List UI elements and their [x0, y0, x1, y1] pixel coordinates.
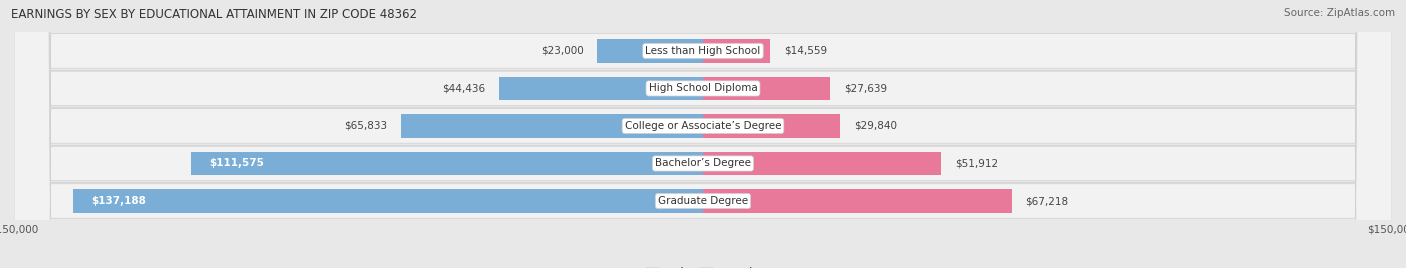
FancyBboxPatch shape [14, 0, 1392, 268]
Text: $27,639: $27,639 [844, 83, 887, 94]
Bar [598, 39, 703, 62]
Text: $23,000: $23,000 [541, 46, 583, 56]
Text: Bachelor’s Degree: Bachelor’s Degree [655, 158, 751, 169]
Legend: Male, Female: Male, Female [641, 263, 765, 268]
Text: $51,912: $51,912 [955, 158, 998, 169]
Text: High School Diploma: High School Diploma [648, 83, 758, 94]
Bar [703, 189, 1012, 213]
Bar [703, 114, 839, 137]
Text: $137,188: $137,188 [91, 196, 146, 206]
Text: $29,840: $29,840 [853, 121, 897, 131]
Bar [499, 77, 703, 100]
Bar [703, 152, 942, 175]
Text: $67,218: $67,218 [1025, 196, 1069, 206]
FancyBboxPatch shape [14, 0, 1392, 268]
FancyBboxPatch shape [14, 0, 1392, 268]
Text: Source: ZipAtlas.com: Source: ZipAtlas.com [1284, 8, 1395, 18]
Bar [401, 114, 703, 137]
Bar [191, 152, 703, 175]
FancyBboxPatch shape [14, 0, 1392, 268]
FancyBboxPatch shape [14, 0, 1392, 268]
Text: Less than High School: Less than High School [645, 46, 761, 56]
Text: EARNINGS BY SEX BY EDUCATIONAL ATTAINMENT IN ZIP CODE 48362: EARNINGS BY SEX BY EDUCATIONAL ATTAINMEN… [11, 8, 418, 21]
Text: College or Associate’s Degree: College or Associate’s Degree [624, 121, 782, 131]
Text: $14,559: $14,559 [783, 46, 827, 56]
Bar [703, 39, 770, 62]
Bar [703, 77, 830, 100]
Text: Graduate Degree: Graduate Degree [658, 196, 748, 206]
Text: $65,833: $65,833 [343, 121, 387, 131]
Bar [73, 189, 703, 213]
Text: $44,436: $44,436 [441, 83, 485, 94]
Text: $111,575: $111,575 [209, 158, 264, 169]
